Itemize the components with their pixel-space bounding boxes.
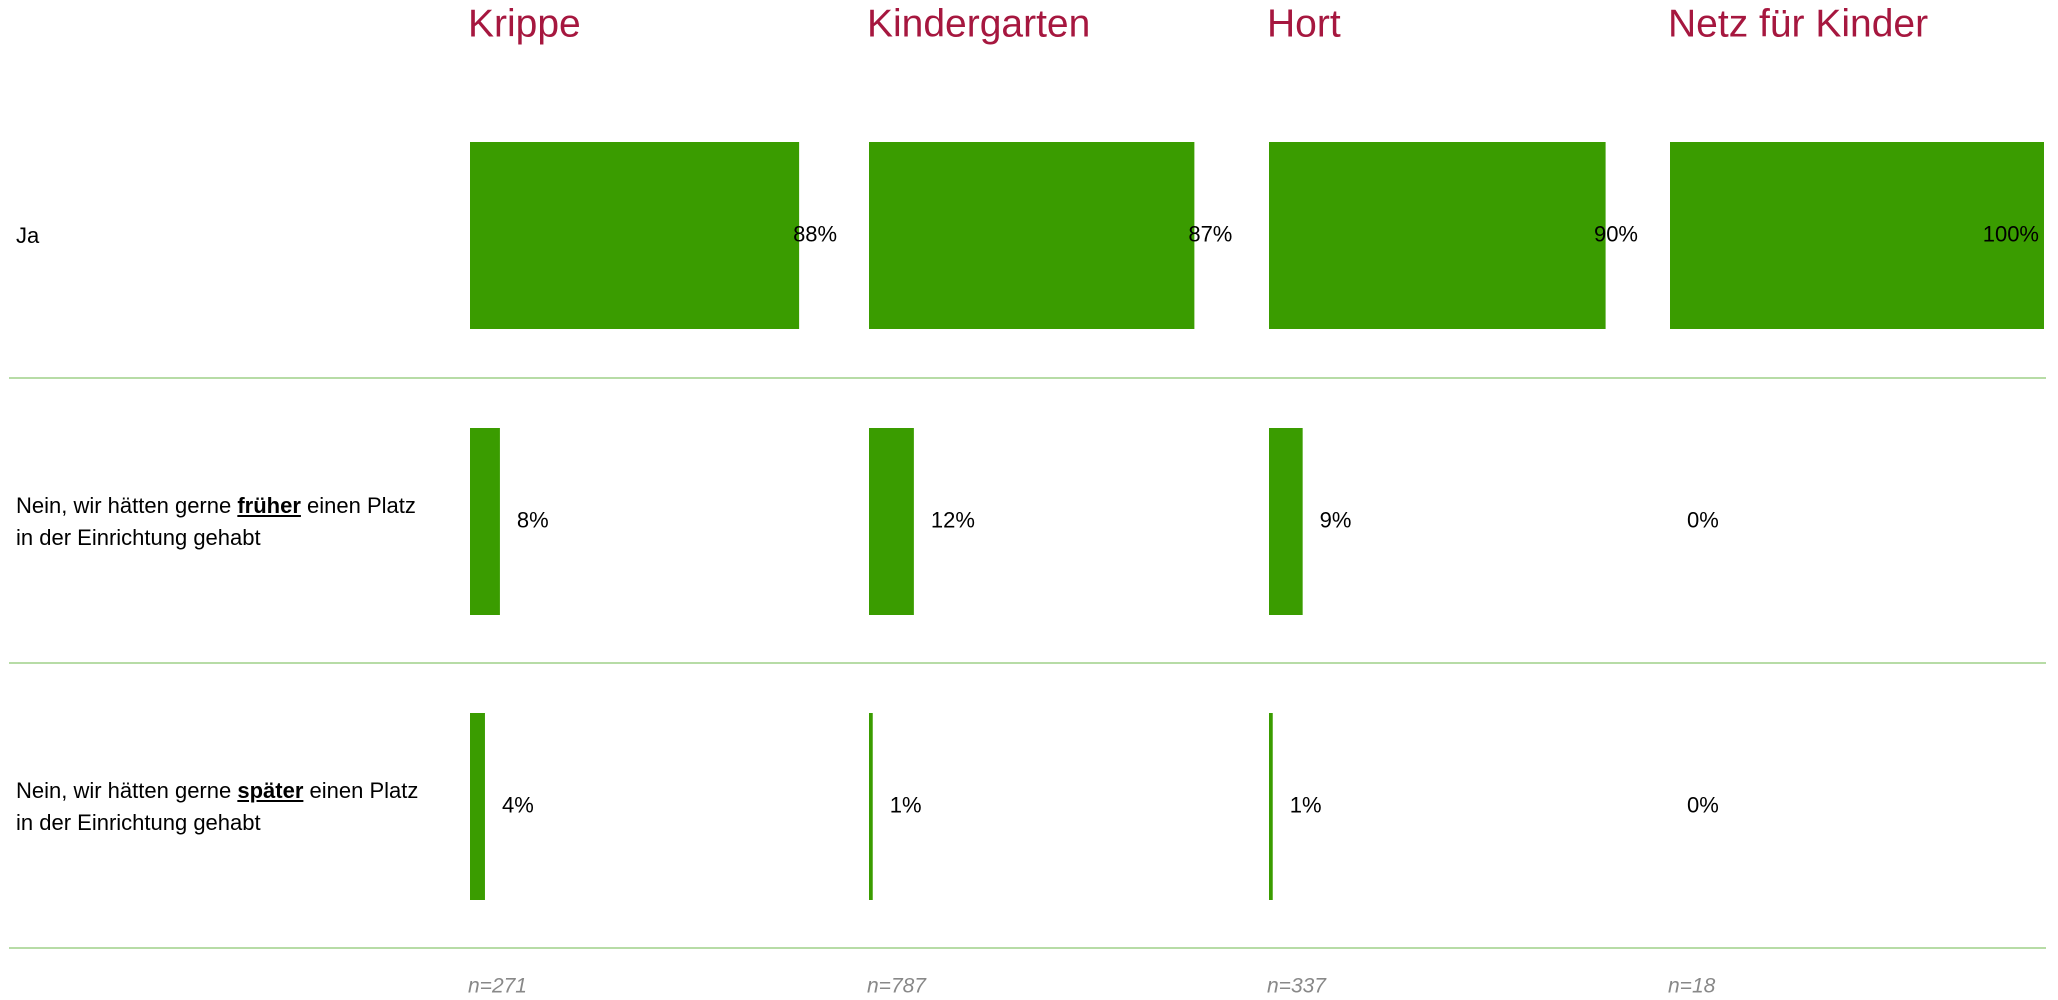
- bar: [869, 428, 914, 615]
- value-label: 12%: [931, 507, 975, 532]
- panel-title: Hort: [1267, 2, 1341, 45]
- value-label: 1%: [890, 792, 922, 817]
- value-label: 4%: [502, 792, 534, 817]
- sample-size: n=787: [867, 975, 927, 998]
- bar: [1269, 428, 1303, 615]
- value-label: 90%: [1594, 221, 1638, 246]
- panel-title: Krippe: [468, 2, 581, 45]
- sample-size: n=271: [468, 975, 527, 998]
- emphasis: später: [237, 777, 304, 803]
- bar: [470, 428, 500, 615]
- value-label: 88%: [793, 221, 837, 246]
- row-label: Ja: [16, 222, 40, 248]
- bar: [1670, 142, 2044, 329]
- row-label: Nein, wir hätten gerne später einen Plat…: [16, 777, 419, 835]
- value-label: 9%: [1320, 507, 1352, 532]
- value-label: 0%: [1687, 792, 1719, 817]
- value-label: 0%: [1687, 507, 1719, 532]
- value-label: 8%: [517, 507, 549, 532]
- bar: [1269, 713, 1273, 900]
- bar: [869, 142, 1195, 329]
- row-label: Nein, wir hätten gerne früher einen Plat…: [16, 492, 416, 550]
- value-label: 100%: [1983, 221, 2039, 246]
- value-label: 1%: [1290, 792, 1322, 817]
- sample-size: n=18: [1668, 975, 1716, 998]
- bar: [470, 713, 485, 900]
- panel-title: Netz für Kinder: [1668, 2, 1928, 45]
- panel-title: Kindergarten: [867, 2, 1090, 45]
- sample-size: n=337: [1267, 975, 1327, 998]
- value-label: 87%: [1188, 221, 1232, 246]
- bar: [470, 142, 800, 329]
- emphasis: früher: [237, 492, 301, 518]
- bar: [1269, 142, 1606, 329]
- bar: [869, 713, 873, 900]
